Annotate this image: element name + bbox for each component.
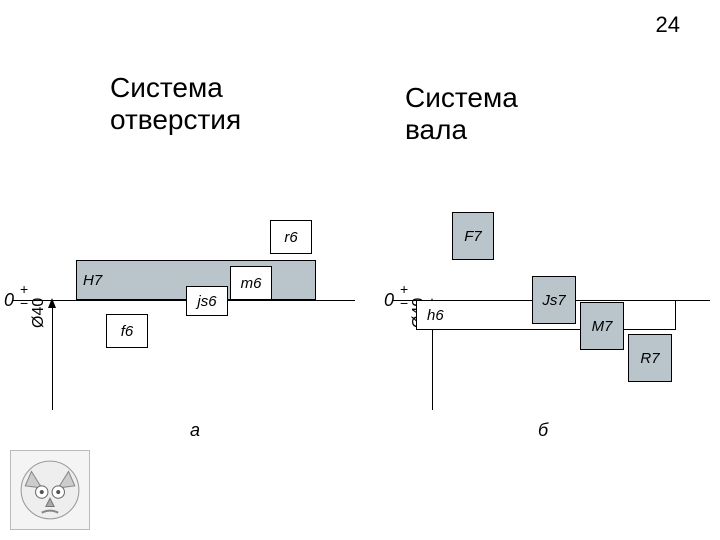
tol-M7-label: M7 [592, 318, 613, 335]
panel-caption-a: а [190, 420, 200, 441]
plus-minus: + − [20, 282, 28, 310]
fox-icon [17, 457, 83, 523]
tol-m6: m6 [230, 266, 272, 300]
zero-label: 0 [4, 290, 14, 311]
tol-f6-label: f6 [121, 323, 134, 340]
panel-caption-b: б [538, 420, 548, 441]
tol-M7: M7 [580, 302, 624, 350]
page-number: 24 [656, 12, 680, 38]
plus-sign: + [20, 282, 28, 296]
tol-F7-label: F7 [464, 228, 482, 245]
zero-line [12, 300, 355, 301]
plus-sign: + [400, 282, 408, 296]
dimension-arrow [52, 300, 53, 410]
tol-h6-label: h6 [423, 307, 444, 324]
minus-sign: − [20, 296, 28, 310]
diagram-shaft-system: 0 + − Ø40 h6 F7 Js7 M7 R7 б [380, 200, 710, 440]
tol-f6: f6 [106, 314, 148, 348]
tol-js6-label: js6 [197, 293, 216, 310]
tol-R7: R7 [628, 334, 672, 382]
title-shaft-system: Системавала [405, 82, 518, 146]
zero-label: 0 [384, 290, 394, 311]
tol-js6: js6 [186, 286, 228, 316]
tol-F7: F7 [452, 212, 494, 260]
tol-r6: r6 [270, 220, 312, 254]
tol-Js7: Js7 [532, 276, 576, 324]
tol-r6-label: r6 [284, 229, 297, 246]
title-hole-system: Системаотверстия [110, 72, 241, 136]
minus-sign: − [400, 296, 408, 310]
tol-m6-label: m6 [241, 275, 262, 292]
plus-minus: + − [400, 282, 408, 310]
diagram-hole-system: 0 + − Ø40 H7 r6 m6 js6 f6 а [0, 200, 355, 440]
tol-R7-label: R7 [640, 350, 659, 367]
dimension-label: Ø40 [30, 298, 48, 328]
tol-Js7-label: Js7 [542, 292, 565, 309]
tol-H7-label: H7 [83, 272, 102, 289]
avatar-image [10, 450, 90, 530]
